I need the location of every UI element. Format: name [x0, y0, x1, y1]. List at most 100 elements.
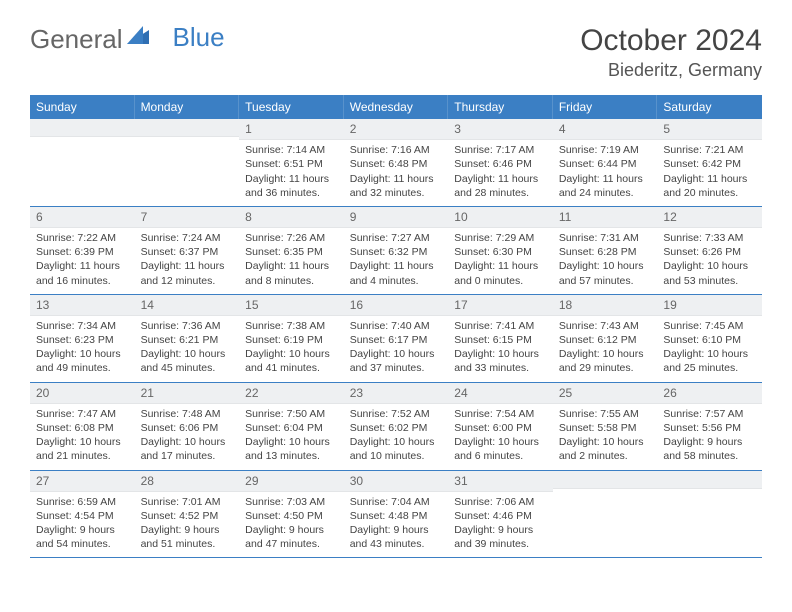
sunrise-text: Sunrise: 7:52 AM: [350, 407, 443, 421]
daylight-text: Daylight: 9 hours and 39 minutes.: [454, 523, 547, 551]
sunset-text: Sunset: 6:42 PM: [663, 157, 756, 171]
day-number: 26: [657, 383, 762, 404]
day-body: Sunrise: 7:36 AMSunset: 6:21 PMDaylight:…: [135, 316, 240, 382]
weekday-header: Sunday: [30, 95, 135, 119]
day-body: Sunrise: 7:27 AMSunset: 6:32 PMDaylight:…: [344, 228, 449, 294]
daylight-text: Daylight: 10 hours and 37 minutes.: [350, 347, 443, 375]
daylight-text: Daylight: 10 hours and 29 minutes.: [559, 347, 652, 375]
brand-blue: Blue: [173, 22, 225, 53]
calendar-day: 5Sunrise: 7:21 AMSunset: 6:42 PMDaylight…: [657, 119, 762, 206]
sunrise-text: Sunrise: 7:14 AM: [245, 143, 338, 157]
day-body: Sunrise: 7:34 AMSunset: 6:23 PMDaylight:…: [30, 316, 135, 382]
calendar-day: 18Sunrise: 7:43 AMSunset: 6:12 PMDayligh…: [553, 295, 658, 382]
sunset-text: Sunset: 4:52 PM: [141, 509, 234, 523]
day-body: Sunrise: 7:24 AMSunset: 6:37 PMDaylight:…: [135, 228, 240, 294]
day-number: [135, 119, 240, 137]
calendar-day: 7Sunrise: 7:24 AMSunset: 6:37 PMDaylight…: [135, 207, 240, 294]
sunrise-text: Sunrise: 7:33 AM: [663, 231, 756, 245]
day-number: [30, 119, 135, 137]
sunset-text: Sunset: 6:06 PM: [141, 421, 234, 435]
day-number: 14: [135, 295, 240, 316]
sunset-text: Sunset: 6:46 PM: [454, 157, 547, 171]
month-year-title: October 2024: [580, 24, 762, 58]
day-number: 3: [448, 119, 553, 140]
day-number: 13: [30, 295, 135, 316]
day-number: 29: [239, 471, 344, 492]
weekday-header: Thursday: [448, 95, 553, 119]
sunset-text: Sunset: 5:56 PM: [663, 421, 756, 435]
calendar-day: 26Sunrise: 7:57 AMSunset: 5:56 PMDayligh…: [657, 383, 762, 470]
day-body: Sunrise: 7:16 AMSunset: 6:48 PMDaylight:…: [344, 140, 449, 206]
sunset-text: Sunset: 6:48 PM: [350, 157, 443, 171]
daylight-text: Daylight: 10 hours and 21 minutes.: [36, 435, 129, 463]
calendar-day: 20Sunrise: 7:47 AMSunset: 6:08 PMDayligh…: [30, 383, 135, 470]
sunset-text: Sunset: 6:21 PM: [141, 333, 234, 347]
daylight-text: Daylight: 10 hours and 33 minutes.: [454, 347, 547, 375]
day-number: 12: [657, 207, 762, 228]
weekday-header: Friday: [553, 95, 658, 119]
day-number: [553, 471, 658, 489]
day-body: Sunrise: 7:52 AMSunset: 6:02 PMDaylight:…: [344, 404, 449, 470]
day-number: 11: [553, 207, 658, 228]
day-number: 25: [553, 383, 658, 404]
sunset-text: Sunset: 6:39 PM: [36, 245, 129, 259]
sunset-text: Sunset: 6:10 PM: [663, 333, 756, 347]
sunset-text: Sunset: 6:51 PM: [245, 157, 338, 171]
calendar-day: 2Sunrise: 7:16 AMSunset: 6:48 PMDaylight…: [344, 119, 449, 206]
calendar-day: 1Sunrise: 7:14 AMSunset: 6:51 PMDaylight…: [239, 119, 344, 206]
day-number: 6: [30, 207, 135, 228]
day-number: 8: [239, 207, 344, 228]
day-number: 15: [239, 295, 344, 316]
sunrise-text: Sunrise: 7:27 AM: [350, 231, 443, 245]
sunrise-text: Sunrise: 7:43 AM: [559, 319, 652, 333]
daylight-text: Daylight: 9 hours and 47 minutes.: [245, 523, 338, 551]
day-body: Sunrise: 7:31 AMSunset: 6:28 PMDaylight:…: [553, 228, 658, 294]
day-number: 21: [135, 383, 240, 404]
brand-general: General: [30, 24, 123, 55]
sunset-text: Sunset: 6:30 PM: [454, 245, 547, 259]
calendar-day: 29Sunrise: 7:03 AMSunset: 4:50 PMDayligh…: [239, 471, 344, 558]
daylight-text: Daylight: 10 hours and 13 minutes.: [245, 435, 338, 463]
day-body: Sunrise: 7:57 AMSunset: 5:56 PMDaylight:…: [657, 404, 762, 470]
sunset-text: Sunset: 6:28 PM: [559, 245, 652, 259]
day-number: 28: [135, 471, 240, 492]
day-number: 10: [448, 207, 553, 228]
day-body: Sunrise: 7:45 AMSunset: 6:10 PMDaylight:…: [657, 316, 762, 382]
daylight-text: Daylight: 10 hours and 45 minutes.: [141, 347, 234, 375]
sunrise-text: Sunrise: 7:01 AM: [141, 495, 234, 509]
day-number: 31: [448, 471, 553, 492]
day-body: Sunrise: 7:06 AMSunset: 4:46 PMDaylight:…: [448, 492, 553, 558]
sunrise-text: Sunrise: 7:50 AM: [245, 407, 338, 421]
day-body: [553, 489, 658, 498]
daylight-text: Daylight: 11 hours and 0 minutes.: [454, 259, 547, 287]
sunrise-text: Sunrise: 7:04 AM: [350, 495, 443, 509]
calendar-week-row: 27Sunrise: 6:59 AMSunset: 4:54 PMDayligh…: [30, 471, 762, 559]
day-number: 5: [657, 119, 762, 140]
calendar-day: 22Sunrise: 7:50 AMSunset: 6:04 PMDayligh…: [239, 383, 344, 470]
sunset-text: Sunset: 6:44 PM: [559, 157, 652, 171]
day-number: 22: [239, 383, 344, 404]
daylight-text: Daylight: 10 hours and 41 minutes.: [245, 347, 338, 375]
day-number: 16: [344, 295, 449, 316]
logo-triangle-icon: [127, 20, 149, 51]
location-label: Biederitz, Germany: [580, 60, 762, 81]
day-body: Sunrise: 7:04 AMSunset: 4:48 PMDaylight:…: [344, 492, 449, 558]
calendar-grid: Sunday Monday Tuesday Wednesday Thursday…: [30, 95, 762, 558]
calendar-day: 31Sunrise: 7:06 AMSunset: 4:46 PMDayligh…: [448, 471, 553, 558]
calendar-day: 19Sunrise: 7:45 AMSunset: 6:10 PMDayligh…: [657, 295, 762, 382]
sunrise-text: Sunrise: 7:21 AM: [663, 143, 756, 157]
day-body: Sunrise: 7:33 AMSunset: 6:26 PMDaylight:…: [657, 228, 762, 294]
day-body: Sunrise: 7:48 AMSunset: 6:06 PMDaylight:…: [135, 404, 240, 470]
weekday-header: Saturday: [657, 95, 762, 119]
sunrise-text: Sunrise: 7:47 AM: [36, 407, 129, 421]
sunrise-text: Sunrise: 7:24 AM: [141, 231, 234, 245]
calendar-day: 16Sunrise: 7:40 AMSunset: 6:17 PMDayligh…: [344, 295, 449, 382]
day-body: Sunrise: 7:14 AMSunset: 6:51 PMDaylight:…: [239, 140, 344, 206]
calendar-day: 14Sunrise: 7:36 AMSunset: 6:21 PMDayligh…: [135, 295, 240, 382]
sunrise-text: Sunrise: 7:22 AM: [36, 231, 129, 245]
day-body: Sunrise: 7:22 AMSunset: 6:39 PMDaylight:…: [30, 228, 135, 294]
sunrise-text: Sunrise: 7:29 AM: [454, 231, 547, 245]
calendar-day: 6Sunrise: 7:22 AMSunset: 6:39 PMDaylight…: [30, 207, 135, 294]
sunrise-text: Sunrise: 7:45 AM: [663, 319, 756, 333]
daylight-text: Daylight: 11 hours and 4 minutes.: [350, 259, 443, 287]
